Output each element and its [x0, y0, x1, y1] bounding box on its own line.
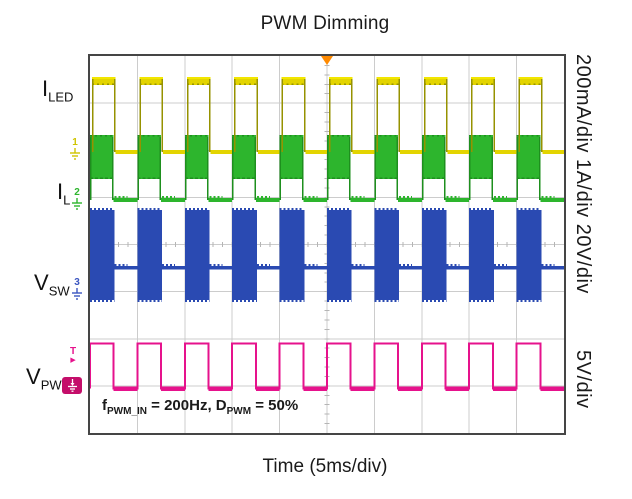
annotation-d-sub: PWM [226, 406, 252, 417]
right-axis-scale-vpwm: 5V/div [572, 350, 594, 409]
label-il: IL [57, 179, 71, 208]
ground-icon [72, 198, 82, 210]
annotation-f: f [102, 397, 107, 414]
label-vsw: VSW [34, 270, 70, 299]
time-axis-label: Time (5ms/div) [262, 456, 388, 477]
ground-icon [67, 379, 77, 392]
annotation-end: = 50% [251, 397, 299, 414]
right-axis-scales: 200mA/div 1A/div 20V/div [572, 54, 594, 294]
waveforms [90, 77, 564, 391]
annotation-f-sub: PWM_IN [107, 406, 147, 417]
chart-title: PWM Dimming [260, 13, 390, 34]
ground-icon [72, 288, 82, 300]
trigger-position-icon [321, 56, 333, 65]
ground-icon [70, 148, 80, 160]
label-iled: ILED [42, 76, 74, 105]
trigger-arrow-icon: ▶ [70, 356, 76, 364]
scope-plot: fPWM_IN = 200Hz, DPWM = 50% [88, 54, 566, 435]
annotation-mid: = 200Hz, D [147, 397, 227, 414]
trigger-level-marker: T ▶ [70, 346, 77, 364]
vpwm-channel-marker [62, 377, 82, 394]
ch1-marker: 1 [67, 138, 83, 160]
annotation: fPWM_IN = 200Hz, DPWM = 50% [102, 397, 298, 417]
ch3-marker: 3 [69, 278, 85, 300]
ch2-marker: 2 [69, 188, 85, 210]
